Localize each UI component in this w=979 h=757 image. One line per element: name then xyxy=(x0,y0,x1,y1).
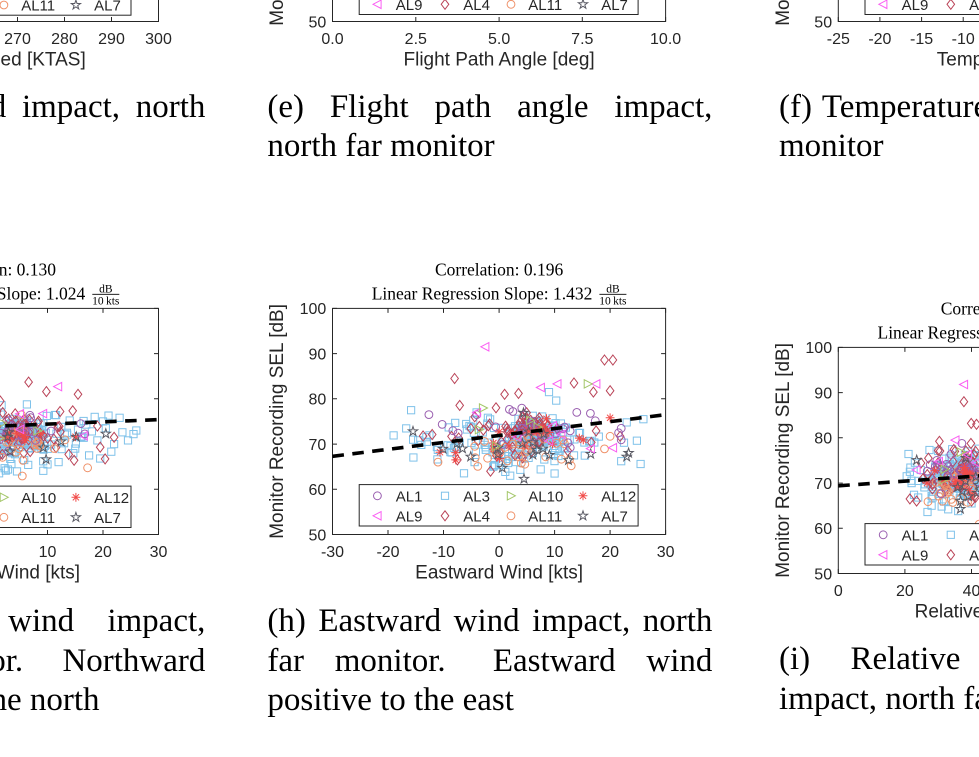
svg-text:2.5: 2.5 xyxy=(405,31,427,48)
svg-text:10: 10 xyxy=(546,544,564,561)
svg-text:0: 0 xyxy=(834,583,843,600)
svg-text:-30: -30 xyxy=(321,544,344,561)
svg-text:70: 70 xyxy=(814,476,832,493)
svg-text:AL11: AL11 xyxy=(528,508,562,525)
svg-text:Correlation: 0.196: Correlation: 0.196 xyxy=(435,260,564,280)
svg-text:Monitor Recording SEL [dB]: Monitor Recording SEL [dB] xyxy=(267,0,288,26)
svg-text:AL9: AL9 xyxy=(902,0,929,14)
svg-text:290: 290 xyxy=(98,31,125,48)
svg-text:50: 50 xyxy=(814,566,832,583)
svg-text:Linear Regression Slope: 1.024: Linear Regression Slope: 1.024 xyxy=(0,284,86,304)
svg-text:AL7: AL7 xyxy=(94,0,121,15)
svg-text:AL4: AL4 xyxy=(969,0,979,14)
svg-text:70: 70 xyxy=(309,437,327,454)
svg-text:-10: -10 xyxy=(952,31,975,48)
svg-text:20: 20 xyxy=(94,544,112,561)
svg-text:AL12: AL12 xyxy=(601,488,636,505)
svg-text:AL11: AL11 xyxy=(21,510,55,527)
svg-text:5.0: 5.0 xyxy=(488,31,510,48)
svg-text:7.5: 7.5 xyxy=(571,31,593,48)
svg-text:60: 60 xyxy=(814,521,832,538)
svg-text:dB: dB xyxy=(606,283,620,295)
svg-text:30: 30 xyxy=(657,544,675,561)
svg-text:Temperature [C]: Temperature [C] xyxy=(937,50,979,71)
svg-text:Northward Wind [kts]: Northward Wind [kts] xyxy=(0,563,80,584)
svg-text:Correlation: 0.130: Correlation: 0.130 xyxy=(0,260,56,280)
svg-text:AL4: AL4 xyxy=(463,508,490,525)
svg-text:50: 50 xyxy=(309,527,327,544)
svg-text:Linear Regression Slope: 0.321: Linear Regression Slope: 0.321 xyxy=(878,323,979,343)
svg-text:AL9: AL9 xyxy=(396,0,423,14)
svg-text:20: 20 xyxy=(896,583,914,600)
svg-text:Linear Regression Slope: 1.432: Linear Regression Slope: 1.432 xyxy=(372,284,593,304)
svg-text:AL4: AL4 xyxy=(463,0,490,14)
svg-text:AL10: AL10 xyxy=(528,488,563,505)
svg-text:Flight Path Angle [deg]: Flight Path Angle [deg] xyxy=(404,50,595,71)
svg-text:80: 80 xyxy=(814,431,832,448)
svg-text:0.0: 0.0 xyxy=(321,31,343,48)
svg-text:-20: -20 xyxy=(376,544,399,561)
svg-text:Monitor Recording SEL [dB]: Monitor Recording SEL [dB] xyxy=(773,0,794,26)
svg-text:AL9: AL9 xyxy=(902,547,929,564)
svg-text:-25: -25 xyxy=(827,31,850,48)
svg-text:AL3: AL3 xyxy=(969,527,979,544)
svg-text:100: 100 xyxy=(805,340,832,357)
svg-text:AL1: AL1 xyxy=(396,488,423,505)
svg-text:-10: -10 xyxy=(432,544,455,561)
svg-text:20: 20 xyxy=(601,544,619,561)
svg-text:270: 270 xyxy=(4,31,31,48)
svg-text:AL7: AL7 xyxy=(94,510,121,527)
svg-text:300: 300 xyxy=(145,31,172,48)
svg-text:Monitor Recording SEL [dB]: Monitor Recording SEL [dB] xyxy=(267,304,288,539)
svg-text:dB: dB xyxy=(99,283,113,295)
svg-text:80: 80 xyxy=(309,392,327,409)
svg-text:10: 10 xyxy=(39,544,57,561)
svg-text:AL7: AL7 xyxy=(601,508,628,525)
svg-text:Eastward Wind [kts]: Eastward Wind [kts] xyxy=(415,563,583,584)
svg-text:Monitor Recording SEL [dB]: Monitor Recording SEL [dB] xyxy=(773,343,794,578)
svg-text:90: 90 xyxy=(309,346,327,363)
svg-text:Correlation: 0.151: Correlation: 0.151 xyxy=(941,299,979,319)
svg-text:50: 50 xyxy=(309,14,327,31)
svg-text:30: 30 xyxy=(150,544,168,561)
svg-text:10 kts: 10 kts xyxy=(92,296,120,308)
svg-text:AL1: AL1 xyxy=(902,527,929,544)
svg-text:AL3: AL3 xyxy=(463,488,490,505)
svg-text:AL4: AL4 xyxy=(969,547,979,564)
svg-text:AL7: AL7 xyxy=(601,0,628,14)
svg-text:60: 60 xyxy=(309,482,327,499)
svg-text:50: 50 xyxy=(814,14,832,31)
svg-text:90: 90 xyxy=(814,385,832,402)
svg-text:10.0: 10.0 xyxy=(650,31,681,48)
svg-text:-20: -20 xyxy=(868,31,891,48)
svg-text:280: 280 xyxy=(51,31,78,48)
svg-text:-15: -15 xyxy=(910,31,933,48)
svg-text:Relative Humidity [%]: Relative Humidity [%] xyxy=(915,602,979,623)
svg-text:10 kts: 10 kts xyxy=(599,296,627,308)
svg-text:AL12: AL12 xyxy=(94,490,129,507)
svg-text:0: 0 xyxy=(495,544,504,561)
svg-text:AL10: AL10 xyxy=(21,490,56,507)
svg-text:40: 40 xyxy=(963,583,979,600)
svg-text:Ground Speed [KTAS]: Ground Speed [KTAS] xyxy=(0,50,86,71)
svg-text:AL11: AL11 xyxy=(528,0,562,14)
svg-text:100: 100 xyxy=(300,301,327,318)
svg-text:AL9: AL9 xyxy=(396,508,423,525)
svg-text:AL11: AL11 xyxy=(21,0,55,15)
